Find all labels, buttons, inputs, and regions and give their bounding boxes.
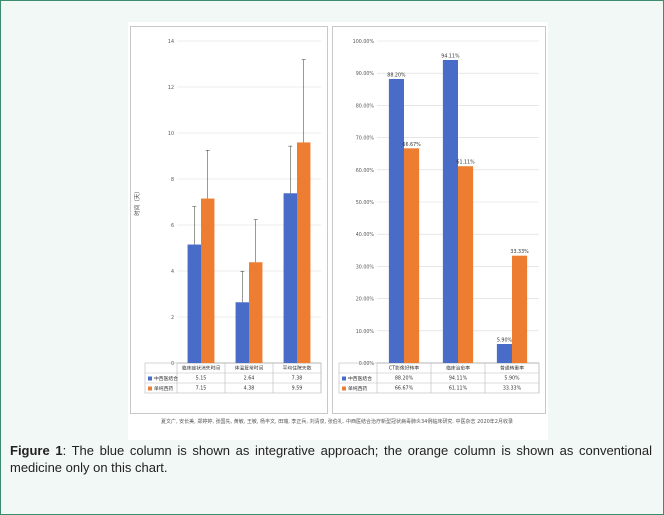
data-label: 33.33% xyxy=(510,249,529,255)
table-cell: 7.15 xyxy=(196,386,207,392)
y-tick-label: 90.00% xyxy=(356,71,375,77)
y-tick-label: 2 xyxy=(171,315,174,321)
y-tick-label: 8 xyxy=(171,177,174,183)
data-label: 66.67% xyxy=(402,142,421,148)
x-tick-label: 普通转重率 xyxy=(500,365,524,372)
table-cell: 61.11% xyxy=(449,386,468,392)
table-cell: 66.67% xyxy=(395,386,414,392)
legend-label: 中西医结合 xyxy=(348,375,372,382)
legend-label: 单纯西药 xyxy=(154,385,173,392)
y-tick-label: 70.00% xyxy=(356,136,375,142)
chart-panel-rates: 0.00% 10.00% 20.00% 30.00% 40.00% 50.00% 60.00… xyxy=(332,26,546,414)
legend-swatch xyxy=(342,386,346,391)
table-cell: 4.38 xyxy=(244,386,255,392)
bar-integrative xyxy=(496,344,512,363)
bar-integrative xyxy=(283,193,297,363)
figure-caption: Figure 1: The blue column is shown as in… xyxy=(10,442,652,476)
x-tick-label: 临床症状消失时间 xyxy=(182,365,221,372)
x-tick-label: 体温复常时间 xyxy=(235,365,264,372)
data-label: 5.90% xyxy=(497,338,513,344)
bar-conventional xyxy=(297,142,311,363)
bar-conventional xyxy=(458,166,474,363)
bar-integrative xyxy=(235,302,249,363)
table-cell: 94.11% xyxy=(449,376,468,382)
table-cell: 33.33% xyxy=(503,386,522,392)
y-tick-label: 12 xyxy=(168,85,174,91)
chart-time-days: 0 2 4 6 8 10 12 14 时间（天） 临床症状消失时间 5.15 7.15 体温复常时间 2.… xyxy=(133,39,322,394)
table-cell: 5.15 xyxy=(196,376,207,382)
table-cell: 5.90% xyxy=(504,376,520,382)
y-tick-label: 60.00% xyxy=(356,168,375,174)
y-tick-label: 100.00% xyxy=(353,39,375,45)
bar-conventional xyxy=(404,148,420,363)
table-cell: 88.20% xyxy=(395,376,414,382)
y-tick-label: 4 xyxy=(171,269,174,275)
table-cell: 9.59 xyxy=(292,386,303,392)
y-tick-label: 0 xyxy=(171,361,174,367)
y-tick-label: 30.00% xyxy=(356,264,375,270)
figure-source: 夏文广, 安长美, 郑婷婷, 张国先, 黄敏, 王敏, 杨丰文, 田瑞, 李正兵… xyxy=(160,419,513,425)
table-cell: 2.64 xyxy=(244,376,255,382)
legend-label: 单纯西药 xyxy=(348,385,367,392)
y-tick-label: 50.00% xyxy=(356,200,375,206)
figure-caption-text: : The blue column is shown as integrativ… xyxy=(10,443,652,475)
legend-swatch xyxy=(148,386,152,391)
y-tick-label: 20.00% xyxy=(356,297,375,303)
bar-integrative xyxy=(388,78,404,363)
legend-swatch xyxy=(342,376,346,381)
chart-rates: 0.00% 10.00% 20.00% 30.00% 40.00% 50.00% 60.00… xyxy=(338,39,540,394)
legend-swatch xyxy=(148,376,152,381)
y-tick-label: 40.00% xyxy=(356,232,375,238)
chart-panel-time: 0 2 4 6 8 10 12 14 时间（天） 临床症状消失时间 5.15 7.15 体温复常时间 2.… xyxy=(130,26,328,414)
figure-label: Figure 1 xyxy=(10,443,63,458)
y-tick-label: 14 xyxy=(168,39,174,45)
bar-integrative xyxy=(442,59,458,364)
y-tick-label: 80.00% xyxy=(356,103,375,109)
bar-integrative xyxy=(187,244,201,363)
y-axis-label: 时间（天） xyxy=(133,188,141,216)
y-tick-label: 10 xyxy=(168,131,174,137)
data-label: 88.20% xyxy=(387,72,406,78)
x-tick-label: 临床治愈率 xyxy=(446,365,470,372)
data-label: 61.11% xyxy=(456,160,475,166)
x-tick-label: 平均住院天数 xyxy=(283,365,312,372)
bar-conventional xyxy=(201,198,215,363)
table-cell: 7.38 xyxy=(292,376,303,382)
data-label: 94.11% xyxy=(441,53,460,59)
legend-label: 中西医结合 xyxy=(154,375,178,382)
x-tick-label: CT影像好转率 xyxy=(389,365,419,372)
bar-conventional xyxy=(249,262,263,363)
y-tick-label: 10.00% xyxy=(356,329,375,335)
bar-conventional xyxy=(512,255,528,363)
y-tick-label: 0.00% xyxy=(359,361,375,367)
y-tick-label: 6 xyxy=(171,223,174,229)
